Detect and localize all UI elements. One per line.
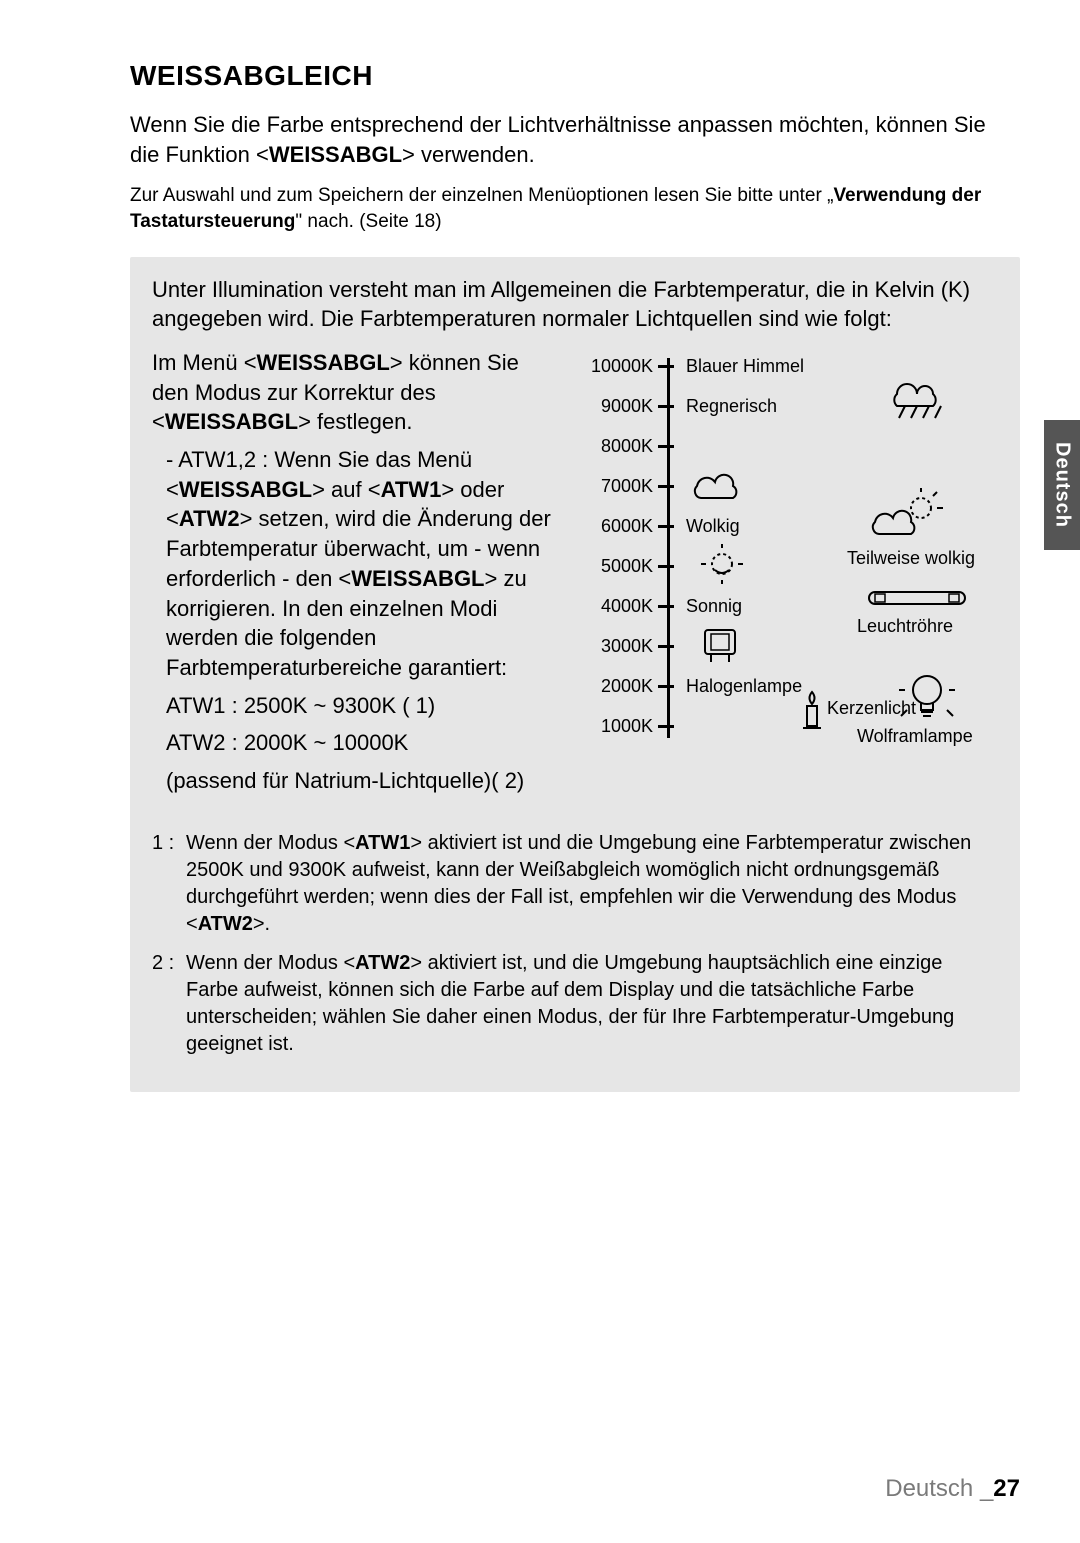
halogen-icon xyxy=(697,624,743,664)
info-box: Unter Illumination versteht man im Allge… xyxy=(130,257,1020,1092)
left-column: Im Menü <WEISSABGL> können Sie den Modus… xyxy=(152,348,557,804)
box-intro: Unter Illumination versteht man im Allge… xyxy=(152,275,998,334)
sun-icon xyxy=(697,544,747,584)
tick-label: Sonnig xyxy=(674,596,742,617)
atw2-note: (passend für Natrium-Lichtquelle)( 2) xyxy=(166,766,557,796)
tick-mark xyxy=(658,405,674,408)
label-wolfram: Wolframlampe xyxy=(857,726,973,747)
fluorescent-icon xyxy=(867,588,967,608)
language-tab-label: Deutsch xyxy=(1051,442,1074,528)
footnote-text: Wenn der Modus <ATW1> aktiviert ist und … xyxy=(186,830,998,938)
atw1-range: ATW1 : 2500K ~ 9300K ( 1) xyxy=(166,691,557,721)
tick-row: 3000K xyxy=(567,636,987,657)
tick-k: 8000K xyxy=(567,436,659,457)
atw2-range: ATW2 : 2000K ~ 10000K xyxy=(166,728,557,758)
columns: Im Menü <WEISSABGL> können Sie den Modus… xyxy=(152,348,998,804)
page: WEISSABGLEICH Wenn Sie die Farbe entspre… xyxy=(0,0,1080,1543)
footnote-1: 1 : Wenn der Modus <ATW1> aktiviert ist … xyxy=(152,830,998,938)
tick-k: 4000K xyxy=(567,596,659,617)
cloud-icon xyxy=(687,466,747,502)
footer-page-number: 27 xyxy=(993,1475,1020,1502)
footnote-num: 2 : xyxy=(152,950,180,1058)
tick-mark xyxy=(658,565,674,568)
sun-cloud-icon xyxy=(867,488,947,542)
footnotes: 1 : Wenn der Modus <ATW1> aktiviert ist … xyxy=(152,830,998,1058)
label-teilweise: Teilweise wolkig xyxy=(847,548,975,569)
bulb-icon xyxy=(897,664,957,724)
tick-mark xyxy=(658,685,674,688)
rain-icon xyxy=(887,376,957,420)
tick-label: Wolkig xyxy=(674,516,740,537)
tick-mark xyxy=(658,445,674,448)
atw-desc: - ATW1,2 : Wenn Sie das Menü <WEISSABGL>… xyxy=(166,445,557,683)
menu-line: Im Menü <WEISSABGL> können Sie den Modus… xyxy=(152,348,557,437)
tick-mark xyxy=(658,525,674,528)
footnote-num: 1 : xyxy=(152,830,180,938)
subnote-text-2: " nach. (Seite 18) xyxy=(295,211,441,232)
atw-block: - ATW1,2 : Wenn Sie das Menü <WEISSABGL>… xyxy=(152,445,557,796)
kelvin-chart: 10000K Blauer Himmel 9000K Regnerisch 80… xyxy=(567,348,987,748)
tick-k: 9000K xyxy=(567,396,659,417)
tick-mark xyxy=(658,365,674,368)
intro-paragraph: Wenn Sie die Farbe entsprechend der Lich… xyxy=(130,110,1020,169)
intro-text: Wenn Sie die Farbe entsprechend der Lich… xyxy=(130,112,986,167)
tick-label: Regnerisch xyxy=(674,396,777,417)
footnote-text: Wenn der Modus <ATW2> aktiviert ist, und… xyxy=(186,950,998,1058)
tick-mark xyxy=(658,725,674,728)
label-leucht: Leuchtröhre xyxy=(857,616,953,637)
tick-mark xyxy=(658,645,674,648)
footer-language: Deutsch _ xyxy=(885,1475,993,1502)
page-footer: Deutsch _27 xyxy=(885,1475,1020,1503)
candle-icon xyxy=(797,690,827,730)
tick-mark xyxy=(658,485,674,488)
intro-text-2: > verwenden. xyxy=(402,142,535,167)
section-title: WEISSABGLEICH xyxy=(130,60,1020,92)
tick-k: 5000K xyxy=(567,556,659,577)
subnote-text: Zur Auswahl und zum Speichern der einzel… xyxy=(130,185,833,206)
tick-label: Halogenlampe xyxy=(674,676,802,697)
intro-bold: WEISSABGL xyxy=(269,142,402,167)
tick-label: Blauer Himmel xyxy=(674,356,804,377)
tick-k: 1000K xyxy=(567,716,659,737)
tick-k: 6000K xyxy=(567,516,659,537)
tick-row: 10000K Blauer Himmel xyxy=(567,356,987,377)
tick-k: 10000K xyxy=(567,356,659,377)
right-column: 10000K Blauer Himmel 9000K Regnerisch 80… xyxy=(567,348,998,748)
sub-note: Zur Auswahl und zum Speichern der einzel… xyxy=(130,183,1020,234)
tick-k: 2000K xyxy=(567,676,659,697)
tick-row: 8000K xyxy=(567,436,987,457)
footnote-2: 2 : Wenn der Modus <ATW2> aktiviert ist,… xyxy=(152,950,998,1058)
language-tab: Deutsch xyxy=(1044,420,1080,550)
tick-k: 7000K xyxy=(567,476,659,497)
tick-k: 3000K xyxy=(567,636,659,657)
tick-mark xyxy=(658,605,674,608)
